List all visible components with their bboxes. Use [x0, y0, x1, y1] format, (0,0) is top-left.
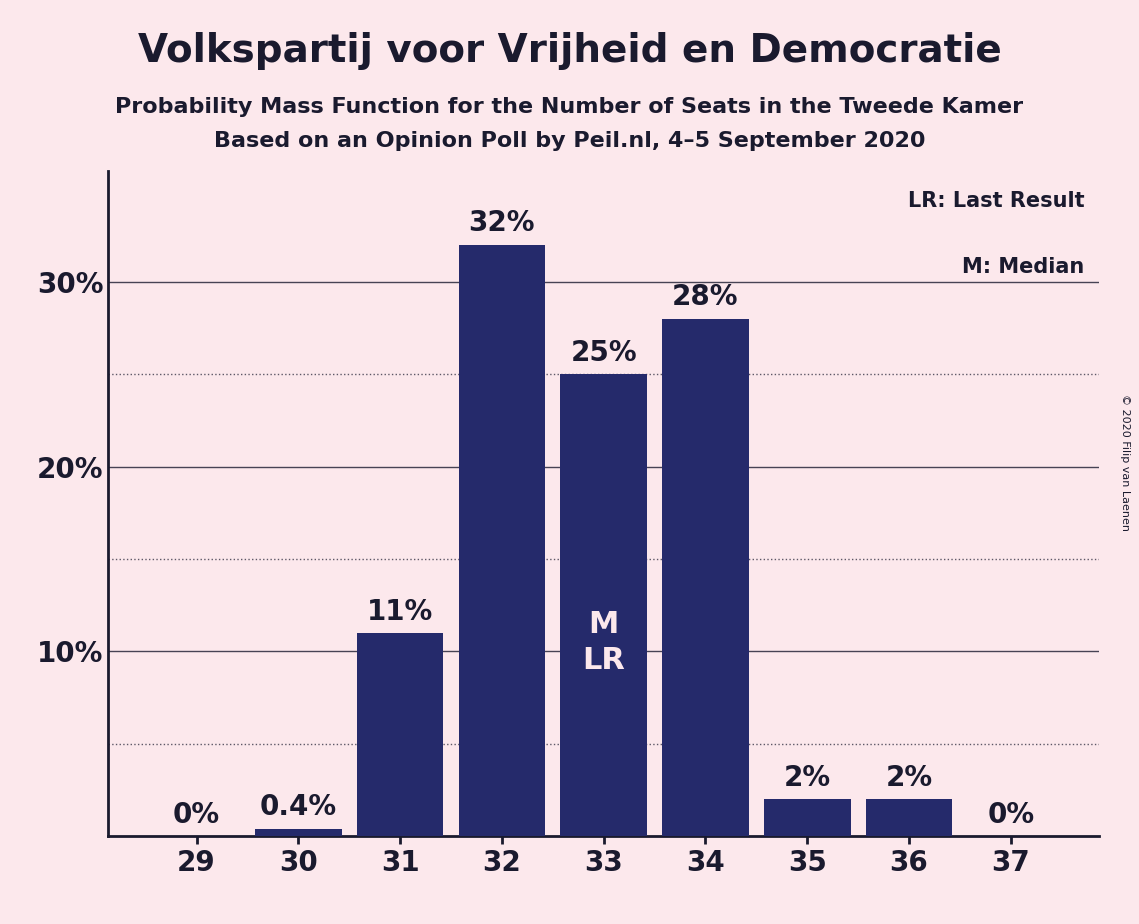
- Bar: [459, 245, 546, 836]
- Text: 0.4%: 0.4%: [260, 794, 337, 821]
- Text: Probability Mass Function for the Number of Seats in the Tweede Kamer: Probability Mass Function for the Number…: [115, 97, 1024, 117]
- Text: 0%: 0%: [173, 801, 220, 829]
- Text: 28%: 28%: [672, 284, 739, 311]
- Text: M
LR: M LR: [582, 610, 625, 675]
- Bar: [662, 319, 748, 836]
- Bar: [357, 633, 443, 836]
- Text: LR: Last Result: LR: Last Result: [908, 191, 1084, 211]
- Text: Based on an Opinion Poll by Peil.nl, 4–5 September 2020: Based on an Opinion Poll by Peil.nl, 4–5…: [214, 131, 925, 152]
- Bar: [866, 799, 952, 836]
- Text: 11%: 11%: [367, 598, 433, 626]
- Bar: [255, 829, 342, 836]
- Bar: [764, 799, 851, 836]
- Bar: [560, 374, 647, 836]
- Text: 0%: 0%: [988, 801, 1034, 829]
- Text: © 2020 Filip van Laenen: © 2020 Filip van Laenen: [1121, 394, 1130, 530]
- Text: 2%: 2%: [885, 764, 933, 792]
- Text: Volkspartij voor Vrijheid en Democratie: Volkspartij voor Vrijheid en Democratie: [138, 32, 1001, 70]
- Text: 2%: 2%: [784, 764, 830, 792]
- Text: 32%: 32%: [468, 210, 535, 237]
- Text: 25%: 25%: [571, 339, 637, 367]
- Text: M: Median: M: Median: [962, 258, 1084, 277]
